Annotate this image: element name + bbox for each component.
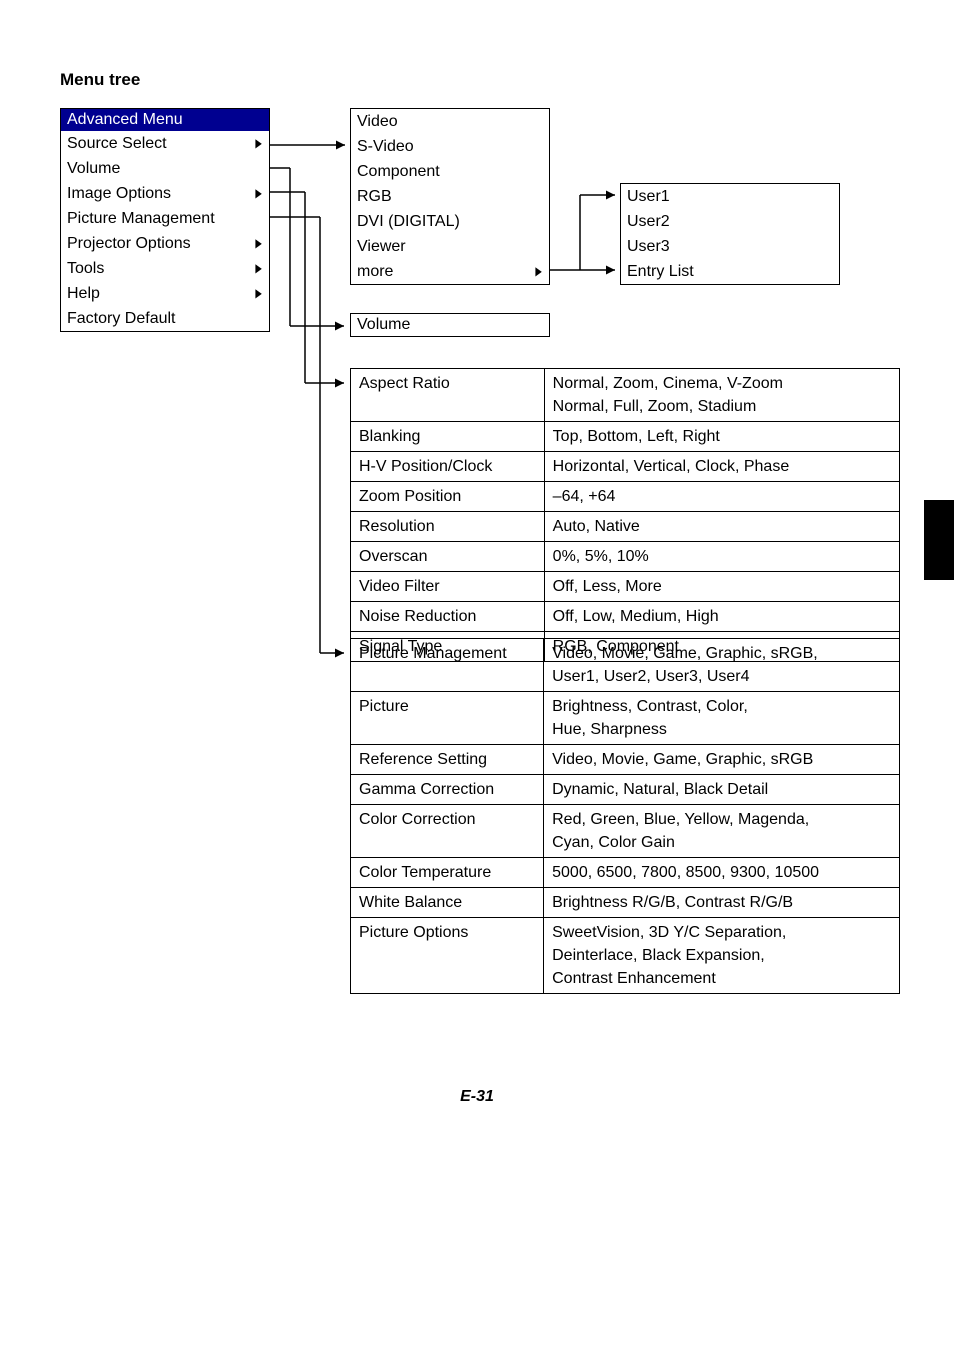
submenu-arrow-icon: ▶ [255, 182, 261, 205]
option-values: Brightness, Contrast, Color,Hue, Sharpne… [544, 692, 900, 745]
submenu-arrow-icon: ▶ [255, 132, 261, 155]
submenu-arrow-icon: ▶ [535, 260, 541, 283]
option-label: Zoom Position [351, 482, 545, 512]
option-label: Blanking [351, 422, 545, 452]
table-row: Blanking Top, Bottom, Left, Right [351, 422, 900, 452]
option-label: Video Filter [351, 572, 545, 602]
image-options-table: Aspect Ratio Normal, Zoom, Cinema, V-Zoo… [350, 368, 900, 662]
menu-label: Source Select [67, 132, 167, 155]
menu-item-video[interactable]: Video [351, 109, 549, 134]
menu-item-factory-default[interactable]: Factory Default [61, 306, 269, 331]
menu-label: Picture Management [67, 207, 215, 230]
menu-label: Component [357, 160, 440, 183]
option-values: Horizontal, Vertical, Clock, Phase [544, 452, 899, 482]
option-label: Color Correction [351, 805, 544, 858]
menu-item-viewer[interactable]: Viewer [351, 234, 549, 259]
table-row: Picture Brightness, Contrast, Color,Hue,… [351, 692, 900, 745]
option-label: Picture Management [351, 639, 544, 692]
source-select-menu-box: Video S-Video Component RGB DVI (DIGITAL… [350, 108, 550, 285]
menu-label: Projector Options [67, 232, 191, 255]
advanced-menu-box: Advanced Menu Source Select ▶ Volume Ima… [60, 108, 270, 332]
option-values: Brightness R/G/B, Contrast R/G/B [544, 888, 900, 918]
option-label: Picture [351, 692, 544, 745]
menu-item-volume[interactable]: Volume [61, 156, 269, 181]
option-label: White Balance [351, 888, 544, 918]
option-label: Reference Setting [351, 745, 544, 775]
table-row: Gamma Correction Dynamic, Natural, Black… [351, 775, 900, 805]
table-row: H-V Position/Clock Horizontal, Vertical,… [351, 452, 900, 482]
table-row: White Balance Brightness R/G/B, Contrast… [351, 888, 900, 918]
table-row: Zoom Position –64, +64 [351, 482, 900, 512]
volume-box[interactable]: Volume [350, 313, 550, 337]
option-label: Gamma Correction [351, 775, 544, 805]
option-values: 5000, 6500, 7800, 8500, 9300, 10500 [544, 858, 900, 888]
menu-label: Tools [67, 257, 104, 280]
menu-item-source-select[interactable]: Source Select ▶ [61, 131, 269, 156]
side-tab [924, 500, 954, 580]
submenu-arrow-icon: ▶ [255, 232, 261, 255]
menu-tree-diagram: Advanced Menu Source Select ▶ Volume Ima… [60, 108, 900, 1008]
table-row: Overscan 0%, 5%, 10% [351, 542, 900, 572]
menu-item-projector-options[interactable]: Projector Options ▶ [61, 231, 269, 256]
submenu-arrow-icon: ▶ [255, 257, 261, 280]
menu-label: more [357, 260, 393, 283]
table-row: Video Filter Off, Less, More [351, 572, 900, 602]
option-values: Top, Bottom, Left, Right [544, 422, 899, 452]
picture-management-table: Picture Management Video, Movie, Game, G… [350, 638, 900, 994]
advanced-menu-header: Advanced Menu [61, 109, 269, 131]
menu-item-user3[interactable]: User3 [621, 234, 839, 259]
table-row: Resolution Auto, Native [351, 512, 900, 542]
menu-item-rgb[interactable]: RGB [351, 184, 549, 209]
menu-item-component[interactable]: Component [351, 159, 549, 184]
menu-label: DVI (DIGITAL) [357, 210, 460, 233]
menu-label: Video [357, 110, 398, 133]
option-label: Aspect Ratio [351, 369, 545, 422]
menu-item-picture-management[interactable]: Picture Management [61, 206, 269, 231]
menu-label: Factory Default [67, 307, 175, 330]
table-row: Color Temperature 5000, 6500, 7800, 8500… [351, 858, 900, 888]
option-values: Dynamic, Natural, Black Detail [544, 775, 900, 805]
option-values: Red, Green, Blue, Yellow, Magenda,Cyan, … [544, 805, 900, 858]
option-values: Off, Low, Medium, High [544, 602, 899, 632]
option-values: –64, +64 [544, 482, 899, 512]
option-values: Video, Movie, Game, Graphic, sRGB [544, 745, 900, 775]
menu-label: Image Options [67, 182, 171, 205]
table-row: Picture Management Video, Movie, Game, G… [351, 639, 900, 692]
page-title: Menu tree [60, 70, 894, 90]
option-label: Color Temperature [351, 858, 544, 888]
menu-label: Volume [67, 157, 120, 180]
menu-label: S-Video [357, 135, 414, 158]
menu-item-image-options[interactable]: Image Options ▶ [61, 181, 269, 206]
menu-label: RGB [357, 185, 392, 208]
menu-item-more[interactable]: more ▶ [351, 259, 549, 284]
submenu-arrow-icon: ▶ [255, 282, 261, 305]
menu-item-user2[interactable]: User2 [621, 209, 839, 234]
menu-item-tools[interactable]: Tools ▶ [61, 256, 269, 281]
table-row: Reference Setting Video, Movie, Game, Gr… [351, 745, 900, 775]
menu-item-user1[interactable]: User1 [621, 184, 839, 209]
page-number: E-31 [60, 1088, 894, 1106]
menu-item-help[interactable]: Help ▶ [61, 281, 269, 306]
option-values: Video, Movie, Game, Graphic, sRGB,User1,… [544, 639, 900, 692]
option-label: Resolution [351, 512, 545, 542]
option-values: SweetVision, 3D Y/C Separation,Deinterla… [544, 918, 900, 994]
option-values: Auto, Native [544, 512, 899, 542]
option-values: 0%, 5%, 10% [544, 542, 899, 572]
table-row: Picture Options SweetVision, 3D Y/C Sepa… [351, 918, 900, 994]
option-values: Normal, Zoom, Cinema, V-ZoomNormal, Full… [544, 369, 899, 422]
option-label: Overscan [351, 542, 545, 572]
menu-label: Help [67, 282, 100, 305]
option-label: Picture Options [351, 918, 544, 994]
more-menu-box: User1 User2 User3 Entry List [620, 183, 840, 285]
table-row: Color Correction Red, Green, Blue, Yello… [351, 805, 900, 858]
menu-item-entry-list[interactable]: Entry List [621, 259, 839, 284]
table-row: Noise Reduction Off, Low, Medium, High [351, 602, 900, 632]
menu-item-dvi[interactable]: DVI (DIGITAL) [351, 209, 549, 234]
option-label: Noise Reduction [351, 602, 545, 632]
option-label: H-V Position/Clock [351, 452, 545, 482]
menu-label: Viewer [357, 235, 406, 258]
option-values: Off, Less, More [544, 572, 899, 602]
table-row: Aspect Ratio Normal, Zoom, Cinema, V-Zoo… [351, 369, 900, 422]
menu-item-s-video[interactable]: S-Video [351, 134, 549, 159]
